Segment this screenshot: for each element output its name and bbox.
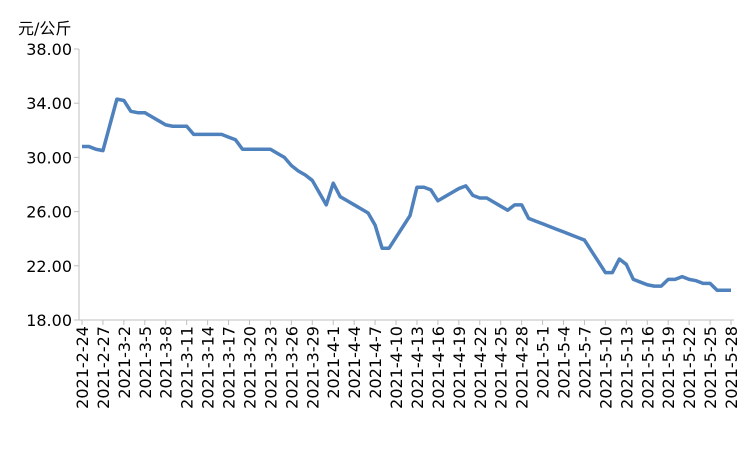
y-tick-label: 26.00 — [26, 203, 72, 222]
x-tick-label: 2021-4-16 — [429, 326, 448, 409]
x-tick-label: 2021-3-8 — [157, 326, 176, 399]
y-tick-label: 22.00 — [26, 257, 72, 276]
x-tick-label: 2021-3-26 — [282, 326, 301, 409]
x-tick-label: 2021-4-10 — [387, 326, 406, 409]
x-tick-label: 2021-4-1 — [324, 326, 343, 399]
x-tick-label: 2021-4-4 — [345, 326, 364, 399]
x-tick-label: 2021-4-19 — [450, 326, 469, 409]
y-tick-label: 18.00 — [26, 311, 72, 330]
y-axis-label: 元/公斤 — [18, 19, 71, 38]
x-tick-label: 2021-4-25 — [492, 326, 511, 409]
x-tick-label: 2021-3-29 — [303, 326, 322, 409]
x-tick-label: 2021-5-1 — [534, 326, 553, 399]
x-tick-label: 2021-2-27 — [94, 326, 113, 409]
x-tick-label: 2021-3-17 — [220, 326, 239, 409]
x-tick-label: 2021-3-20 — [240, 326, 259, 409]
x-tick-label: 2021-5-19 — [659, 326, 678, 409]
x-tick-label: 2021-5-16 — [638, 326, 657, 409]
x-tick-label: 2021-3-5 — [136, 326, 155, 399]
x-tick-label: 2021-5-22 — [680, 326, 699, 409]
x-tick-label: 2021-4-7 — [366, 326, 385, 399]
y-tick-label: 30.00 — [26, 148, 72, 167]
x-tick-label: 2021-5-13 — [617, 326, 636, 409]
x-tick-label: 2021-3-14 — [199, 326, 218, 409]
x-tick-label: 2021-3-2 — [115, 326, 134, 399]
x-tick-label: 2021-5-4 — [555, 326, 574, 399]
x-tick-label: 2021-4-22 — [471, 326, 490, 409]
x-tick-label: 2021-5-28 — [722, 326, 741, 409]
series-line — [82, 97, 731, 292]
y-tick-label: 38.00 — [26, 40, 72, 59]
x-tick-label: 2021-5-10 — [596, 326, 615, 409]
x-tick-label: 2021-2-24 — [73, 326, 92, 409]
x-tick-label: 2021-4-13 — [408, 326, 427, 409]
x-tick-label: 2021-3-11 — [178, 326, 197, 409]
x-tick-label: 2021-3-23 — [261, 326, 280, 409]
x-tick-label: 2021-4-28 — [513, 326, 532, 409]
x-tick-label: 2021-5-7 — [575, 326, 594, 399]
y-tick-label: 34.00 — [26, 94, 72, 113]
x-tick-label: 2021-5-25 — [701, 326, 720, 409]
